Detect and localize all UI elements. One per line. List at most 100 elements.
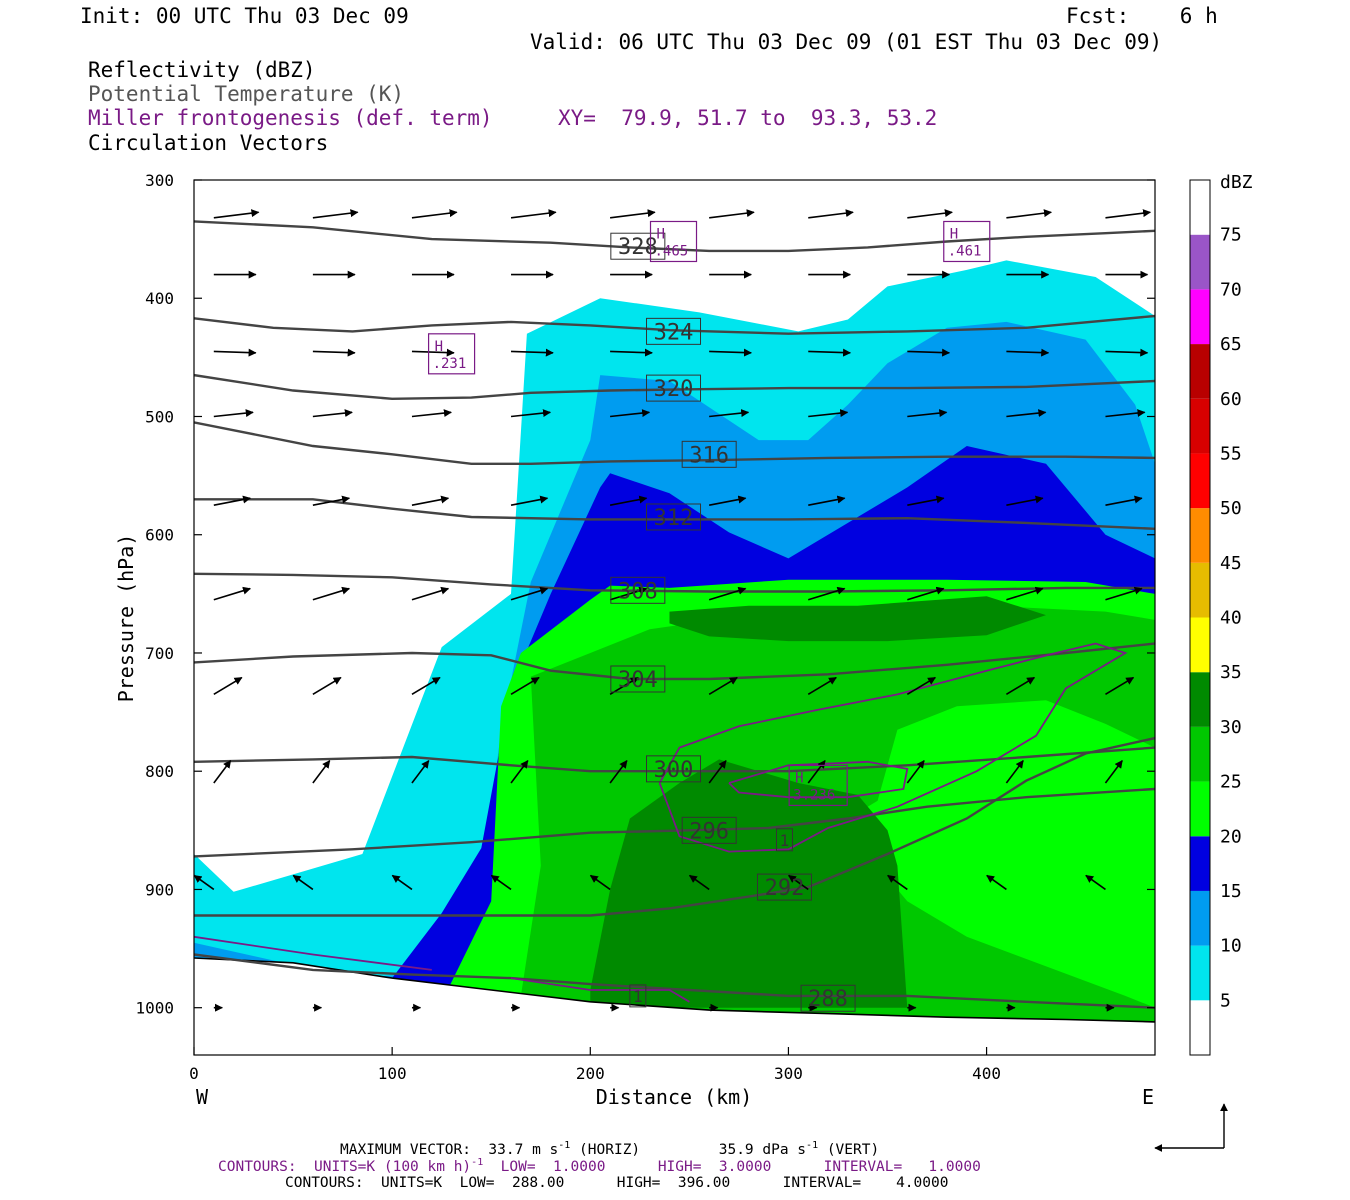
vector-r0-c4 [610, 209, 656, 219]
frontogenesis-label-0: 1 [780, 831, 790, 850]
x-end-east: E [1142, 1085, 1154, 1109]
vector-r0-c3 [510, 209, 557, 219]
contours1-rest: LOW= 1.0000 HIGH= 3.0000 INTERVAL= 1.000… [483, 1158, 981, 1175]
colorbar-swatch-12 [1190, 344, 1210, 399]
vector-r7-c1 [312, 760, 331, 784]
colorbar-label-60: 60 [1220, 389, 1242, 410]
vector-r3-c1 [312, 409, 353, 418]
vector-r3-c9 [1105, 409, 1146, 418]
vector-r6-c2 [411, 676, 441, 696]
circulation-vectors [194, 209, 1152, 1012]
frontogenesis-label-box-2 [629, 984, 647, 1008]
colorbar-swatch-5 [1190, 726, 1210, 782]
vector-r4-c8 [1006, 495, 1044, 506]
colorbar-label-25: 25 [1220, 772, 1242, 793]
vector-r5-c0 [213, 586, 251, 601]
vector-r8-c4 [589, 874, 611, 891]
x-tick-label-300: 300 [774, 1064, 803, 1083]
colorbar-label-55: 55 [1220, 443, 1242, 464]
colorbar-swatch-4 [1190, 781, 1210, 837]
vector-r5-c6 [808, 586, 846, 601]
theta-label-328: 328 [618, 235, 658, 260]
colorbar-label-45: 45 [1220, 553, 1242, 574]
contours1-exp: -1 [471, 1157, 484, 1168]
vector-r4-c7 [907, 495, 945, 506]
theta-label-box-300 [646, 755, 702, 783]
vector-r8-c9 [1085, 874, 1106, 891]
vector-r4-c1 [312, 495, 351, 506]
forecast-hour: Fcst: 6 h [1066, 4, 1218, 28]
colorbar: 5 10 15 20 25 30 35 40 45 50 55 60 65 70 75 dBZ [1189, 172, 1253, 1056]
theta-label-296: 296 [689, 819, 729, 844]
y-tick-label-300: 300 [145, 171, 174, 190]
colorbar-label-40: 40 [1220, 608, 1242, 629]
theta-contour-312 [194, 498, 1155, 530]
colorbar-swatch-13 [1190, 289, 1210, 345]
y-tick-label-900: 900 [145, 880, 174, 899]
vector-r2-c0 [213, 348, 257, 357]
vector-r6-c5 [708, 676, 738, 696]
vector-r7-c3 [510, 760, 529, 784]
vector-r3-c7 [907, 409, 948, 418]
theta-label-box-316 [681, 440, 737, 468]
vector-r2-c8 [1006, 348, 1050, 357]
colorbar-swatch-3 [1190, 836, 1210, 891]
colorbar-swatch-11 [1190, 398, 1210, 454]
maximum-letter-3: H [795, 770, 803, 786]
y-tick-label-800: 800 [145, 762, 174, 781]
x-end-west: W [196, 1085, 209, 1109]
theta-contour-324 [194, 314, 1155, 335]
colorbar-swatch-9 [1190, 508, 1210, 563]
colorbar-swatch-10 [1190, 453, 1210, 509]
vector-r2-c3 [511, 348, 554, 357]
theta-label-288: 288 [808, 987, 848, 1012]
max-vector-horiz-exp: -1 [558, 1140, 571, 1151]
vector-r0-c7 [907, 209, 953, 219]
colorbar-frame [1189, 179, 1211, 1056]
vector-r5-c4 [609, 586, 648, 601]
cross-section-xy: XY= 79.9, 51.7 to 93.3, 53.2 [558, 106, 938, 130]
vector-r2-c9 [1105, 348, 1149, 357]
vector-r2-c6 [808, 348, 852, 357]
field-frontogenesis: Miller frontogenesis (def. term) [88, 106, 493, 130]
colorbar-swatch-8 [1190, 562, 1210, 618]
theta-label-300: 300 [654, 758, 694, 783]
frontogenesis-contour-3 [728, 760, 909, 799]
vector-r4-c5 [709, 495, 747, 506]
vector-r7-c9 [1104, 760, 1123, 784]
frontogenesis-contour-1 [194, 935, 432, 971]
vector-r7-c7 [906, 760, 925, 784]
vector-r3-c2 [411, 409, 452, 418]
colorbar-swatch-2 [1190, 890, 1210, 946]
max-vector-horiz: 33.7 m s [488, 1141, 559, 1158]
colorbar-label-75: 75 [1220, 225, 1242, 246]
colorbar-label-70: 70 [1220, 279, 1242, 300]
vector-r5-c8 [1006, 586, 1044, 601]
theta-label-324: 324 [654, 320, 694, 345]
vector-r4-c6 [808, 495, 846, 506]
theta-label-box-292 [756, 873, 812, 901]
axes: 300 400 500 600 700 800 900 1000 0 100 200 300 400 [135, 171, 1155, 1083]
vector-r6-c1 [312, 676, 342, 696]
vector-r3-c0 [213, 409, 254, 418]
reference-vector-icon [1154, 1103, 1228, 1152]
theta-contour-320 [194, 373, 1155, 401]
contours-frontogenesis-line: CONTOURS: UNITS=K (100 km h)-1 LOW= 1.00… [218, 1157, 981, 1175]
vector-r4-c9 [1105, 495, 1143, 506]
max-vector-label: MAXIMUM VECTOR: [340, 1141, 471, 1158]
colorbar-label-30: 30 [1220, 717, 1242, 738]
theta-label-box-312 [646, 503, 702, 531]
colorbar-label-5: 5 [1220, 990, 1231, 1011]
vector-r4-c2 [411, 495, 450, 506]
vector-r0-c6 [808, 209, 854, 219]
theta-label-312: 312 [654, 506, 694, 531]
colorbar-swatch-1 [1190, 945, 1210, 1001]
max-vector-vert-unit: (VERT) [818, 1141, 880, 1158]
theta-contour-316 [194, 421, 1155, 465]
maximum-box-3 [788, 764, 848, 807]
theta-contour-328 [194, 220, 1155, 253]
valid-time: Valid: 06 UTC Thu 03 Dec 09 (01 EST Thu … [530, 30, 1163, 54]
vector-r5-c5 [708, 586, 747, 601]
theta-label-308: 308 [618, 579, 658, 604]
max-vector-vert: 35.9 dPa s [718, 1141, 807, 1158]
